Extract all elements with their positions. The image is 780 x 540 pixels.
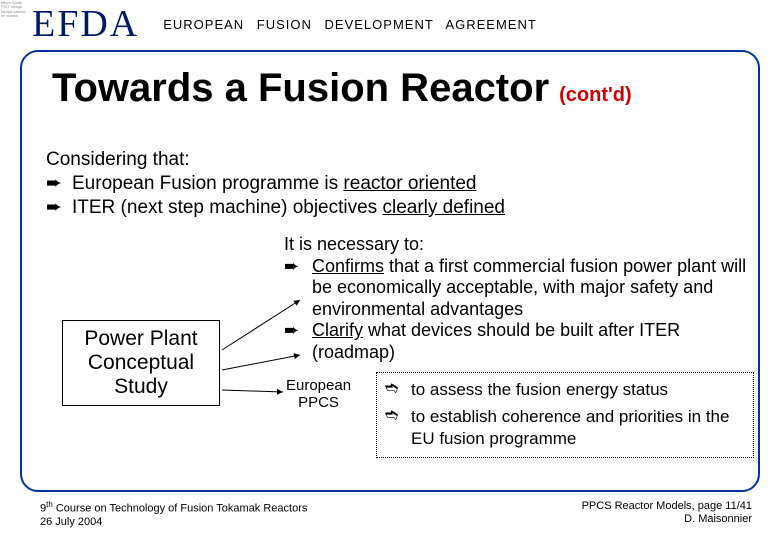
power-plant-box: Power Plant Conceptual Study (62, 320, 220, 406)
hand-bullet-icon: ➬ (385, 379, 411, 400)
pp-line: Power Plant (84, 327, 197, 350)
footer-text: 26 July 2004 (40, 516, 102, 528)
list-item: ➨ ITER (next step machine) objectives cl… (46, 196, 726, 220)
list-item: ➨ Clarify what devices should be built a… (284, 320, 754, 363)
text-fragment: European Fusion programme is (72, 173, 343, 194)
necessary-block: It is necessary to: ➨ Confirms that a fi… (284, 234, 754, 364)
european-ppcs-label: European PPCS (286, 378, 351, 411)
considering-intro: Considering that: (46, 148, 726, 172)
slide-page: Micro Scale PICT image format cannot be … (0, 0, 780, 540)
footer-text: D. Maisonnier (684, 513, 752, 525)
arrow-bullet-icon: ➨ (284, 256, 312, 321)
bullet-text: European Fusion programme is reactor ori… (72, 172, 477, 196)
header-subtitle: EUROPEAN FUSION DEVELOPMENT AGREEMENT (163, 17, 537, 32)
footer-text: Course on Technology of Fusion Tokamak R… (53, 503, 308, 515)
underlined-text: clearly defined (382, 197, 505, 218)
footer-right: PPCS Reactor Models, page 11/41 D. Maiso… (582, 500, 752, 526)
footer-text: PPCS Reactor Models, page 11/41 (582, 500, 752, 512)
slide-title: Towards a Fusion Reactor (cont'd) (52, 66, 742, 111)
footer-left: 9th Course on Technology of Fusion Tokam… (40, 500, 307, 529)
eppcs-line: European (286, 377, 351, 394)
bullet-text: Confirms that a first commercial fusion … (312, 256, 754, 321)
arrow-bullet-icon: ➨ (46, 172, 72, 196)
bullet-text: ITER (next step machine) objectives clea… (72, 196, 505, 220)
title-suffix: (cont'd) (559, 84, 632, 107)
footer-sup: th (46, 500, 53, 509)
bullet-text: to establish coherence and priorities in… (411, 406, 745, 449)
bullet-text: to assess the fusion energy status (411, 379, 668, 400)
arrow-bullet-icon: ➨ (46, 196, 72, 220)
efda-logo: EFDA (32, 2, 139, 46)
list-item: ➬ to assess the fusion energy status (385, 379, 745, 400)
considering-block: Considering that: ➨ European Fusion prog… (46, 148, 726, 219)
pp-line: Conceptual (88, 351, 194, 374)
list-item: ➨ European Fusion programme is reactor o… (46, 172, 726, 196)
underlined-text: Confirms (312, 256, 384, 276)
arrow-bullet-icon: ➨ (284, 320, 312, 363)
underlined-text: reactor oriented (343, 173, 476, 194)
slide-header: EFDA EUROPEAN FUSION DEVELOPMENT AGREEME… (0, 0, 780, 48)
list-item: ➬ to establish coherence and priorities … (385, 406, 745, 449)
text-fragment: what devices should be built after ITER … (312, 320, 680, 362)
hand-bullet-icon: ➬ (385, 406, 411, 449)
list-item: ➨ Confirms that a first commercial fusio… (284, 256, 754, 321)
necessary-intro: It is necessary to: (284, 234, 754, 256)
sub-bullets-box: ➬ to assess the fusion energy status ➬ t… (376, 372, 754, 458)
text-fragment: ITER (next step machine) objectives (72, 197, 382, 218)
bullet-text: Clarify what devices should be built aft… (312, 320, 754, 363)
underlined-text: Clarify (312, 320, 363, 340)
pp-line: Study (114, 375, 168, 398)
eppcs-line: PPCS (298, 394, 339, 411)
title-main: Towards a Fusion Reactor (52, 66, 549, 111)
